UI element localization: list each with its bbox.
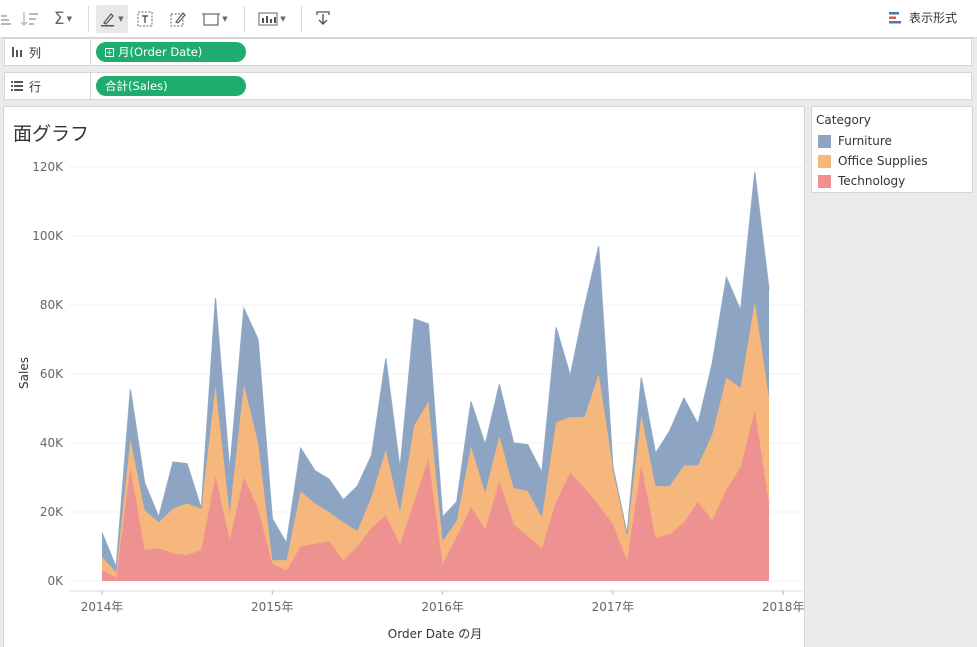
legend-swatch [818, 154, 831, 168]
y-tick-label: 40K [40, 436, 64, 450]
rows-shelf-label: 行 [5, 73, 91, 99]
x-tick-label: 2018年 [762, 600, 805, 614]
columns-icon [11, 46, 23, 58]
legend-label: Furniture [838, 134, 892, 148]
rows-label-text: 行 [29, 79, 42, 94]
sort-ascending-icon[interactable] [0, 5, 14, 33]
x-axis-title: Order Date の月 [388, 627, 482, 641]
y-tick-label: 20K [40, 505, 64, 519]
text-label-icon[interactable] [134, 5, 156, 33]
y-tick-label: 0K [47, 574, 64, 588]
area-technology[interactable] [102, 410, 769, 581]
columns-pill-order-date[interactable]: + 月(Order Date) [96, 42, 246, 62]
rows-shelf[interactable]: 行 合計(Sales) [4, 72, 972, 100]
category-legend[interactable]: Category Furniture Office Supplies Techn… [811, 106, 973, 193]
view-title: 面グラフ [13, 123, 90, 145]
annotate-icon[interactable] [166, 5, 190, 33]
legend-swatch [818, 174, 831, 188]
y-tick-label: 100K [32, 229, 64, 243]
show-me-button[interactable]: 表示形式 [888, 9, 957, 26]
columns-shelf[interactable]: 列 + 月(Order Date) [4, 38, 972, 66]
download-icon[interactable] [312, 5, 334, 33]
toolbar-separator [88, 6, 89, 32]
columns-shelf-label: 列 [5, 39, 91, 65]
y-tick-label: 120K [32, 160, 64, 174]
x-tick-label: 2014年 [81, 600, 124, 614]
area-chart[interactable]: 0K 20K 40K 60K 80K 100K 120K 2014年 2015年 2016年 201… [4, 107, 806, 647]
totals-sigma-icon[interactable]: Σ ▼ [53, 9, 73, 29]
legend-label: Technology [838, 174, 906, 188]
y-tick-label: 60K [40, 367, 64, 381]
legend-label: Office Supplies [838, 154, 928, 168]
toolbar: Σ ▼ ▼ ▼ ▼ 表示形式 [0, 0, 977, 38]
area-office-supplies[interactable] [102, 301, 769, 578]
legend-title: Category [816, 113, 871, 127]
legend-swatch [818, 134, 831, 148]
line-furniture [101, 172, 770, 568]
x-tick-label: 2015年 [251, 600, 294, 614]
y-axis-title: Sales [17, 357, 31, 389]
toolbar-separator [301, 6, 302, 32]
highlight-pen-icon[interactable]: ▼ [96, 5, 128, 33]
legend-item-furniture[interactable]: Furniture [816, 131, 972, 151]
rows-pill-sum-sales[interactable]: 合計(Sales) [96, 76, 246, 96]
rows-icon [11, 80, 23, 92]
expand-plus-icon[interactable]: + [105, 47, 114, 57]
rows-pill-text: 合計(Sales) [105, 79, 168, 93]
toolbar-separator [244, 6, 245, 32]
y-tick-label: 80K [40, 298, 64, 312]
fit-view-icon[interactable]: ▼ [198, 5, 232, 33]
x-tick-label: 2016年 [421, 600, 464, 614]
legend-item-technology[interactable]: Technology [816, 171, 972, 191]
show-me-icon [888, 11, 901, 23]
columns-pill-text: 月(Order Date) [118, 45, 203, 59]
chart-view[interactable]: 面グラフ 0K 20K 40K 60K 80K 100K 120K 2014年 2015年 201… [3, 106, 805, 647]
bar-chart-icon[interactable]: ▼ [254, 5, 290, 33]
sort-descending-icon[interactable] [18, 5, 42, 33]
columns-label-text: 列 [29, 45, 42, 60]
legend-item-office-supplies[interactable]: Office Supplies [816, 151, 972, 171]
x-tick-label: 2017年 [592, 600, 635, 614]
show-me-label: 表示形式 [908, 11, 957, 25]
